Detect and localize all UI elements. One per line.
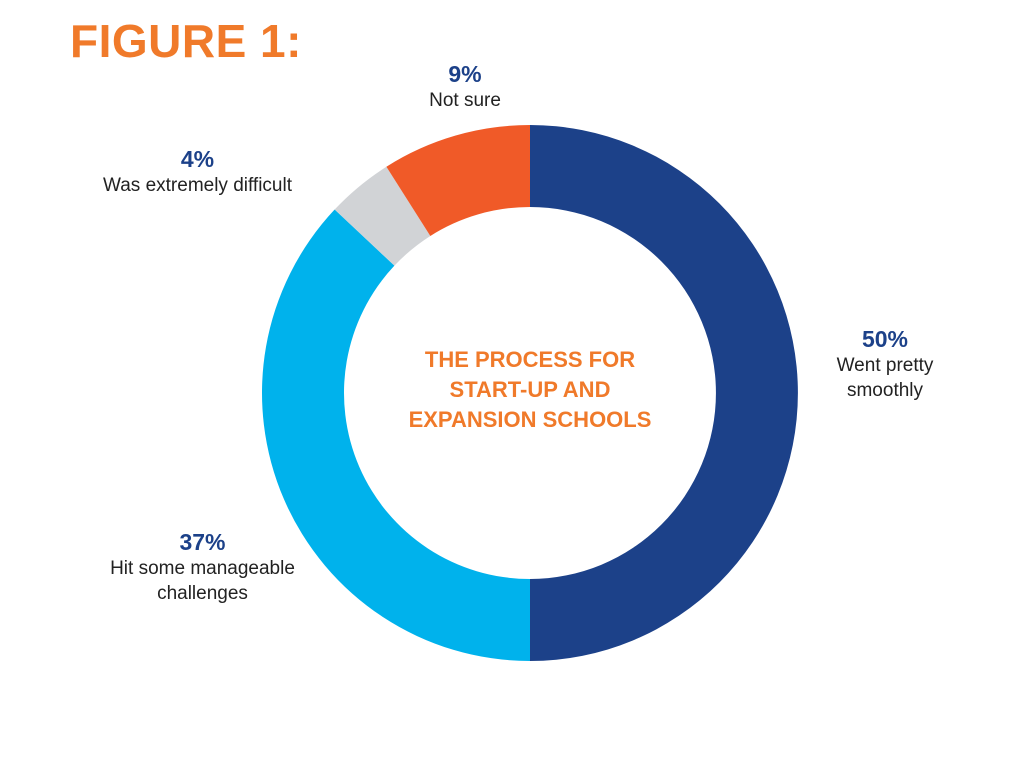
- slice-value-label: 37%: [179, 529, 226, 555]
- donut-slice: [334, 166, 431, 266]
- slice-category-label: challenges: [157, 583, 248, 604]
- chart-title-line: THE PROCESS FOR: [424, 347, 636, 372]
- chart-title-line: EXPANSION SCHOOLS: [408, 407, 652, 432]
- slice-category-label: smoothly: [846, 380, 924, 401]
- slice-category-label: Went pretty: [836, 355, 934, 376]
- slice-category-label: Was extremely difficult: [103, 175, 292, 196]
- donut-slice: [262, 209, 530, 661]
- slice-label-not-sure: 9% Not sure: [390, 60, 540, 113]
- donut-slice: [530, 125, 798, 661]
- slice-category-label: Not sure: [429, 90, 501, 111]
- slice-label-challenges: 37% Hit some manageable challenges: [75, 528, 330, 606]
- slice-label-difficult: 4% Was extremely difficult: [60, 145, 335, 198]
- slice-value-label: 9%: [448, 61, 482, 87]
- slice-category-label: Hit some manageable: [110, 558, 295, 579]
- chart-title-line: START-UP AND: [449, 377, 611, 402]
- slice-label-smoothly: 50% Went pretty smoothly: [800, 325, 970, 403]
- slice-value-label: 50%: [861, 326, 909, 352]
- donut-slice: [386, 125, 530, 236]
- figure-label: FIGURE 1:: [70, 15, 302, 67]
- slice-value-label: 4%: [180, 146, 215, 172]
- chart-title: THE PROCESS FOR START-UP AND EXPANSION S…: [380, 345, 680, 435]
